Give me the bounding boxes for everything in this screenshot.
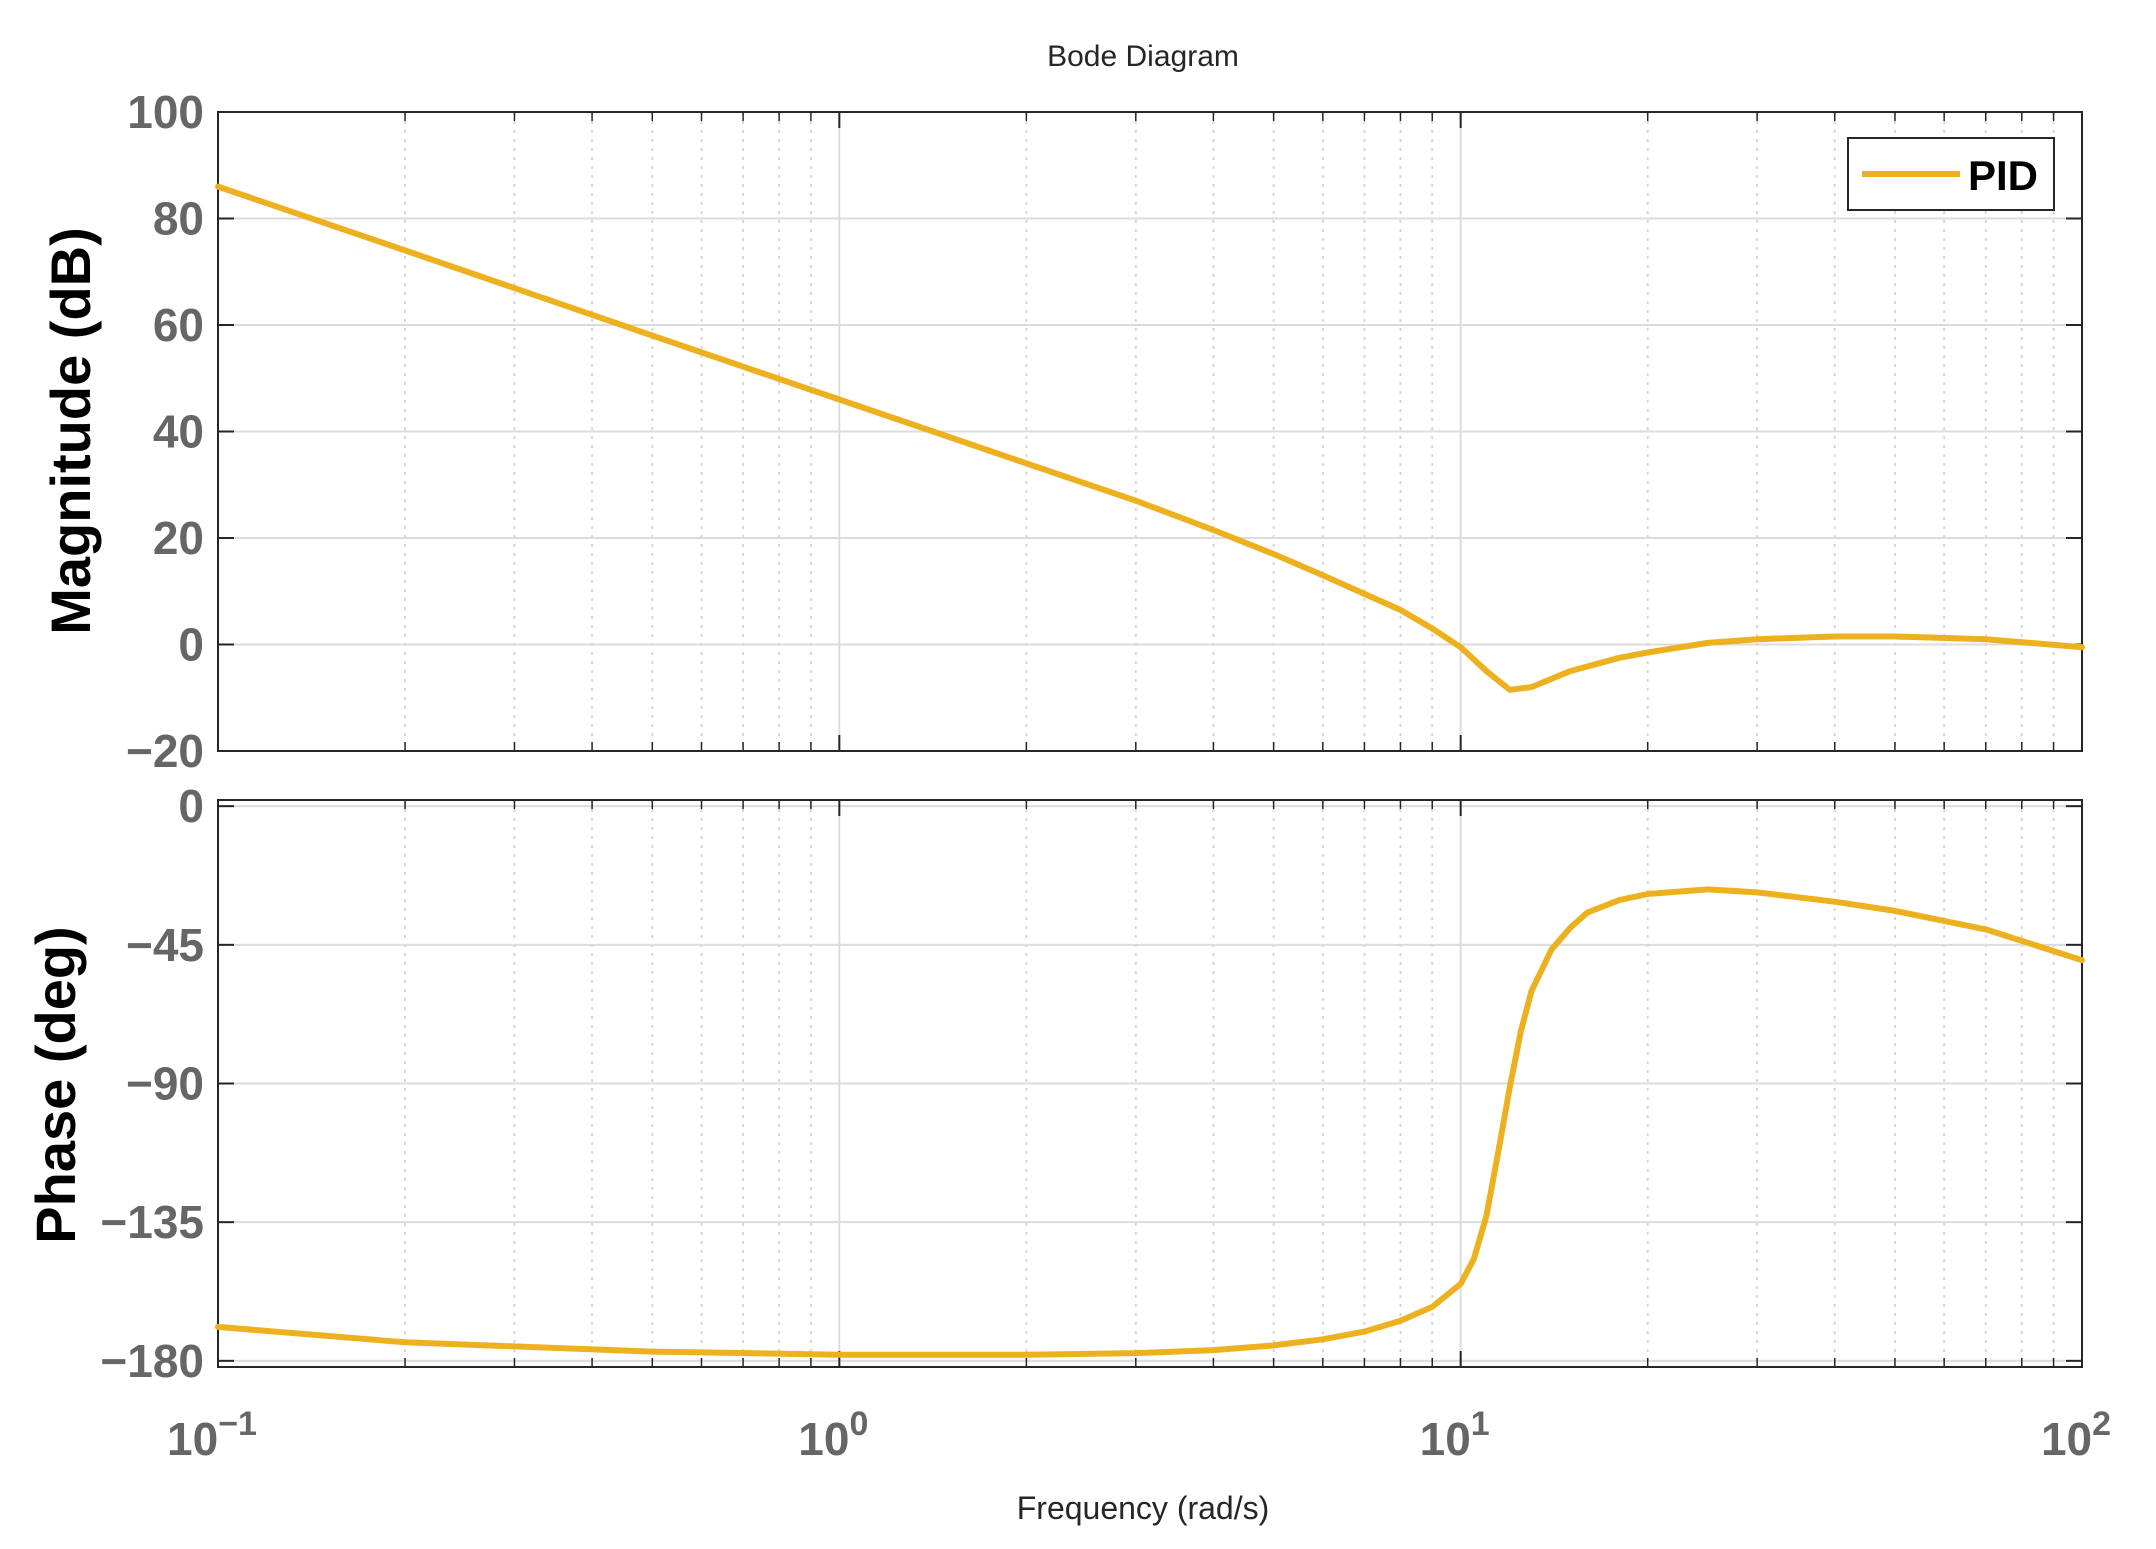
phase-series [215, 886, 2085, 1358]
y-tick-label: 0 [178, 619, 204, 671]
x-tick-label: 102 [2041, 1405, 2111, 1465]
magnitude-y-tick-labels: −20 0 20 40 60 80 100 [126, 86, 204, 777]
phase-ticks [217, 800, 2083, 1367]
x-tick-labels: 10−1 100 101 102 [167, 1405, 2111, 1465]
y-tick-label: −90 [126, 1058, 204, 1110]
y-tick-label: 20 [153, 512, 204, 564]
phase-plot: −180 −135 −90 −45 0 10−1 100 101 102 [100, 780, 2111, 1465]
y-tick-label: −135 [100, 1196, 204, 1248]
x-tick-label: 101 [1420, 1405, 1490, 1465]
y-tick-label: −180 [100, 1335, 204, 1387]
y-tick-label: 40 [153, 406, 204, 458]
legend-label-pid: PID [1968, 152, 2038, 199]
x-tick-label: 100 [798, 1405, 868, 1465]
y-tick-label: −20 [126, 725, 204, 777]
chart-title: Bode Diagram [1047, 40, 1239, 73]
magnitude-series [215, 183, 2085, 693]
y-tick-label: 60 [153, 299, 204, 351]
magnitude-plot: −20 0 20 40 60 80 100 [126, 86, 2085, 777]
magnitude-y-axis-label: Magnitude (dB) [39, 227, 102, 634]
phase-y-axis-label: Phase (deg) [24, 926, 87, 1243]
phase-y-tick-labels: −180 −135 −90 −45 0 [100, 780, 204, 1387]
magnitude-ticks [217, 111, 2083, 752]
y-tick-label: −45 [126, 919, 204, 971]
y-tick-label: 80 [153, 193, 204, 245]
y-tick-label: 100 [127, 86, 204, 138]
y-tick-label: 0 [178, 780, 204, 832]
x-axis-label: Frequency (rad/s) [1017, 1490, 1270, 1526]
series-line-pid [215, 183, 2085, 693]
series-line-pid [215, 886, 2085, 1358]
x-tick-label: 10−1 [167, 1405, 257, 1465]
legend: PID [1847, 137, 2055, 211]
